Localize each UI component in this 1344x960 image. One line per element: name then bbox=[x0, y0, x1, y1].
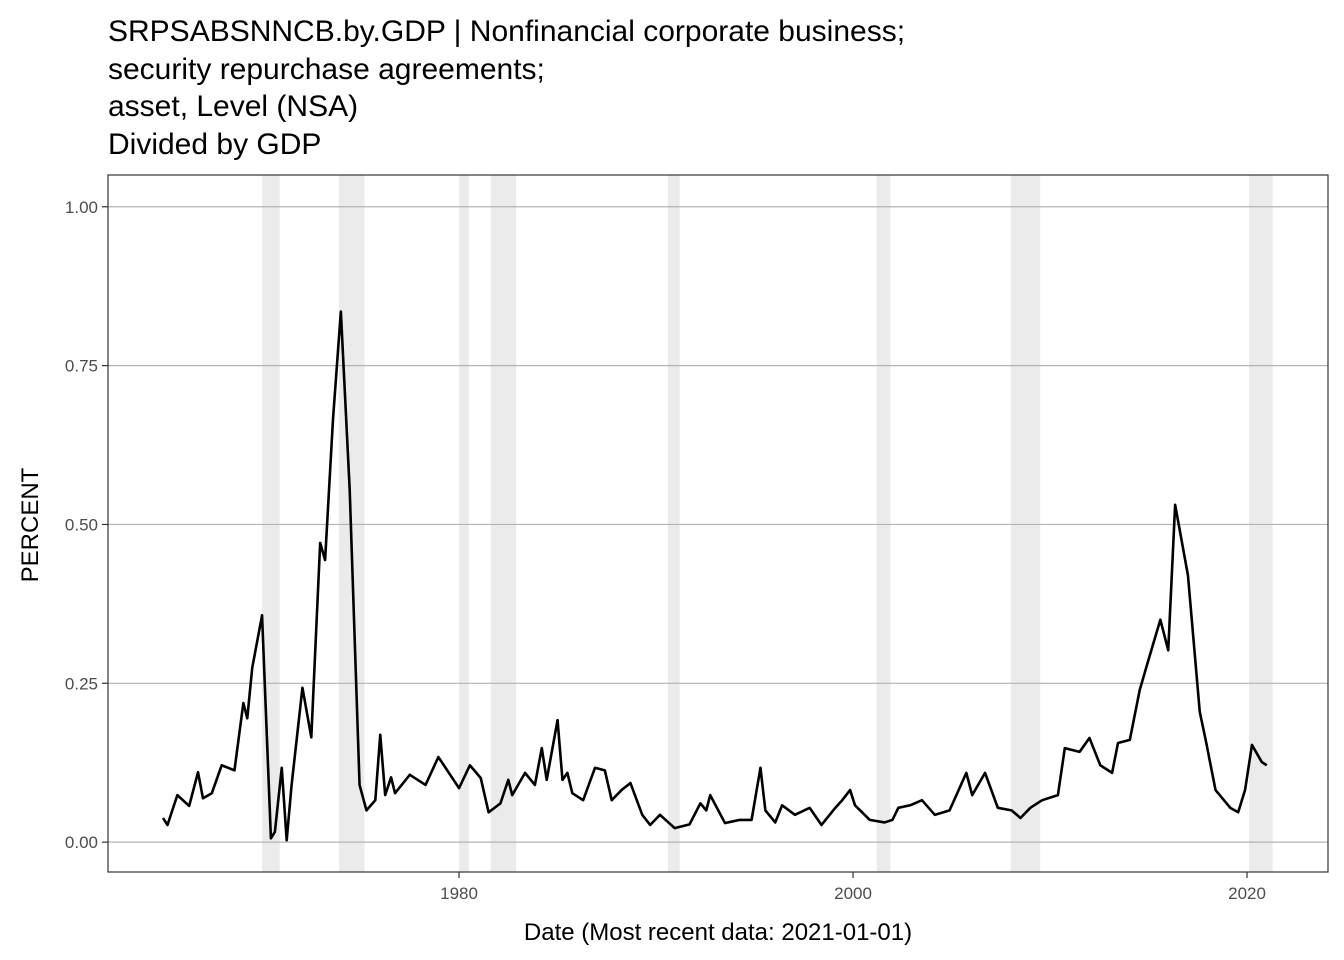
y-axis-title: PERCENT bbox=[17, 467, 44, 582]
y-tick-label: 1.00 bbox=[65, 198, 98, 217]
recession-band bbox=[876, 175, 891, 872]
chart-title: SRPSABSNNCB.by.GDP | Nonfinancial corpor… bbox=[108, 15, 905, 48]
x-axis-title: Date (Most recent data: 2021-01-01) bbox=[524, 919, 912, 946]
chart-title: Divided by GDP bbox=[108, 128, 321, 161]
recession-band bbox=[262, 175, 280, 872]
x-tick-label: 2020 bbox=[1228, 884, 1266, 903]
panel-border bbox=[107, 174, 1329, 873]
recession-band bbox=[490, 175, 517, 872]
y-tick-label: 0.75 bbox=[65, 357, 98, 376]
y-tick-label: 0.00 bbox=[65, 833, 98, 852]
series-line bbox=[161, 310, 1268, 842]
x-tick-label: 2000 bbox=[834, 884, 872, 903]
chart-title: security repurchase agreements; bbox=[108, 53, 545, 86]
recession-band bbox=[1249, 175, 1273, 872]
recession-band bbox=[1010, 175, 1041, 872]
x-tick-label: 1980 bbox=[440, 884, 478, 903]
chart-title: asset, Level (NSA) bbox=[108, 90, 358, 123]
y-tick-label: 0.25 bbox=[65, 674, 98, 693]
recession-band bbox=[459, 175, 469, 872]
y-tick-label: 0.50 bbox=[65, 515, 98, 534]
recession-band bbox=[667, 175, 680, 872]
